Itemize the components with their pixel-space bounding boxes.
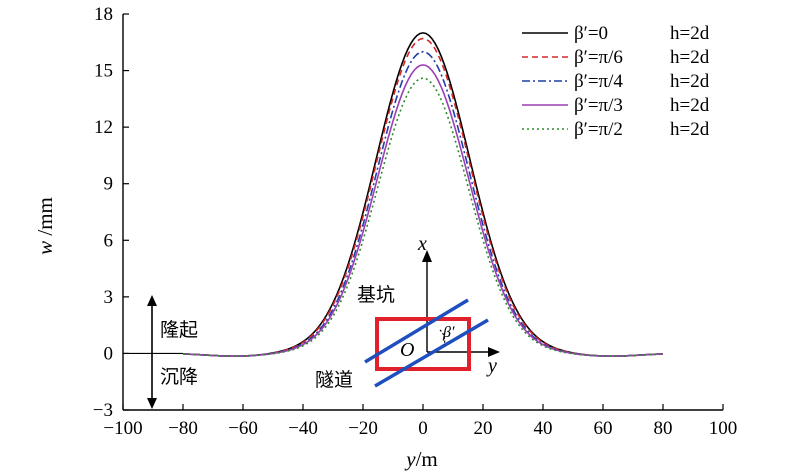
y-tick-label: 3: [104, 287, 114, 308]
x-axis-label: y/m: [404, 447, 438, 471]
inset-y-label: y: [486, 355, 497, 377]
inset-x-label: x: [417, 233, 427, 255]
series-lines: [182, 32, 664, 358]
angle-arc: [439, 329, 446, 346]
pit-tunnel-schematic: x y β′ O 基坑 隧道: [315, 233, 500, 391]
arrow-up-icon: [147, 295, 157, 306]
legend-label-beta-1: β′=π/6: [574, 47, 623, 68]
x-tick-label: −60: [228, 418, 258, 439]
legend-label-h-1: h=2d: [670, 47, 710, 68]
x-tick-label: −100: [103, 418, 142, 439]
y-axis-label-unit: /mm: [33, 197, 57, 241]
legend: β′=0 h=2d β′=π/6 h=2d β′=π/4 h=2d β′=π/3 h=2d β′…: [522, 23, 710, 140]
tunnel-line-lower: [374, 318, 489, 388]
legend-label-h-2: h=2d: [670, 71, 710, 92]
y-tick-label: −3: [93, 400, 113, 421]
inset-x-arrow-icon: [422, 250, 432, 262]
legend-label-h-4: h=2d: [670, 119, 710, 140]
y-tick-label: 9: [104, 174, 114, 195]
inset-y-arrow-icon: [488, 347, 500, 357]
tunnel-label: 隧道: [315, 369, 353, 391]
tunnel-line-upper: [364, 298, 469, 364]
legend-label-beta-4: β′=π/2: [574, 119, 623, 140]
x-tick-label: 80: [654, 418, 673, 439]
legend-label-beta-0: β′=0: [574, 23, 608, 44]
x-axis-label-var: y: [404, 447, 416, 471]
legend-label-beta-3: β′=π/3: [574, 95, 623, 116]
legend-label-beta-2: β′=π/4: [574, 71, 623, 92]
x-axis-label-unit: /m: [416, 447, 438, 471]
x-tick-label: 0: [418, 418, 428, 439]
legend-label-h-3: h=2d: [670, 95, 710, 116]
x-tick-label: −40: [288, 418, 318, 439]
svg-text:y/m: y/m: [404, 447, 438, 471]
y-tick-label: 18: [94, 4, 113, 25]
y-axis-label: w /mm: [33, 197, 57, 255]
x-tick-label: 20: [474, 418, 493, 439]
y-tick-label: 15: [94, 61, 113, 82]
pit-rectangle: [375, 317, 471, 371]
x-tick-label: 100: [709, 418, 738, 439]
inset-angle-label: β′: [442, 324, 455, 341]
arrow-down-icon: [147, 398, 157, 409]
y-axis-ticks: −3 0 3 6 9 12 15 18: [93, 4, 129, 421]
x-tick-label: 60: [594, 418, 613, 439]
series-line-4: [182, 77, 664, 357]
legend-label-h-0: h=2d: [670, 23, 710, 44]
uplift-label: 隆起: [160, 319, 198, 341]
pit-label: 基坑: [357, 284, 395, 306]
y-tick-label: 0: [104, 343, 114, 364]
inset-origin-label: O: [400, 339, 414, 361]
uplift-settlement-annotation: 隆起 沉降: [147, 295, 198, 409]
plot-area: [122, 14, 723, 411]
x-tick-label: −20: [348, 418, 378, 439]
x-tick-label: −80: [168, 418, 198, 439]
settlement-label: 沉降: [160, 366, 198, 388]
x-tick-label: 40: [534, 418, 553, 439]
x-axis-ticks: −100 −80 −60 −40 −20 0 20 40 60 80 100: [103, 404, 737, 439]
y-tick-label: 6: [104, 230, 114, 251]
y-axis-label-var: w: [33, 241, 57, 255]
svg-text:w /mm: w /mm: [33, 197, 57, 255]
y-tick-label: 12: [94, 117, 113, 138]
